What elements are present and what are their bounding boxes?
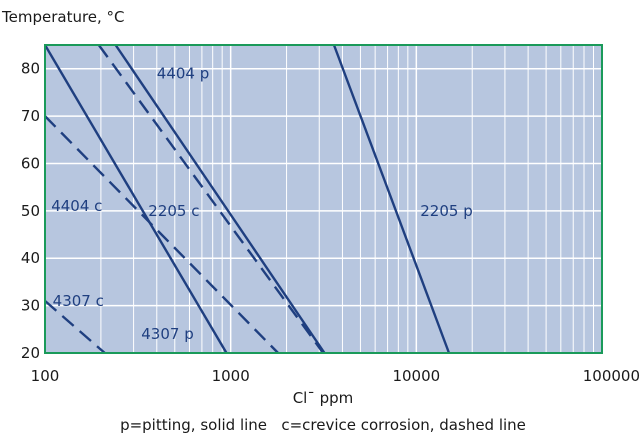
x-ticks: 100 1000 10000 100000 [31,367,640,385]
x-tick-label: 100000 [583,367,640,385]
x-tick-label: 100 [31,367,60,385]
curve-label-4404-c: 4404 c [51,197,102,215]
plot-area [45,45,602,353]
y-tick-label: 30 [21,297,40,315]
series-line-2205-p [332,44,451,354]
series-line-2205-c [97,44,325,354]
x-tick-label: 10000 [392,367,440,385]
y-tick-label: 80 [21,60,40,78]
curve-label-2205-p: 2205 p [420,202,472,220]
series-line-4404-c [44,115,279,354]
curve-label-4307-p: 4307 p [141,325,193,343]
plot-frame [44,44,603,354]
y-tick-label: 20 [21,344,40,362]
series-line-4404-p [114,44,326,354]
series-line-4307-p [43,44,228,354]
y-axis-title: Temperature, °C [1,8,125,26]
series [43,44,451,354]
x-tick-label: 1000 [212,367,250,385]
y-tick-label: 70 [21,107,40,125]
curve-label-4307-c: 4307 c [53,292,104,310]
y-tick-label: 60 [21,154,40,172]
y-ticks: 20 30 40 50 60 70 80 [21,60,40,362]
curve-labels: 4404 p 4404 c 2205 c 2205 p 4307 c 4307 p [51,64,473,343]
series-line-4307-c [44,299,106,354]
curve-label-4404-p: 4404 p [157,64,209,82]
x-axis-title: Cl¯ ppm [293,389,354,407]
chart-caption: p=pitting, solid line c=crevice corrosio… [120,416,526,434]
y-tick-label: 50 [21,202,40,220]
y-tick-label: 40 [21,249,40,267]
curve-label-2205-c: 2205 c [148,202,199,220]
